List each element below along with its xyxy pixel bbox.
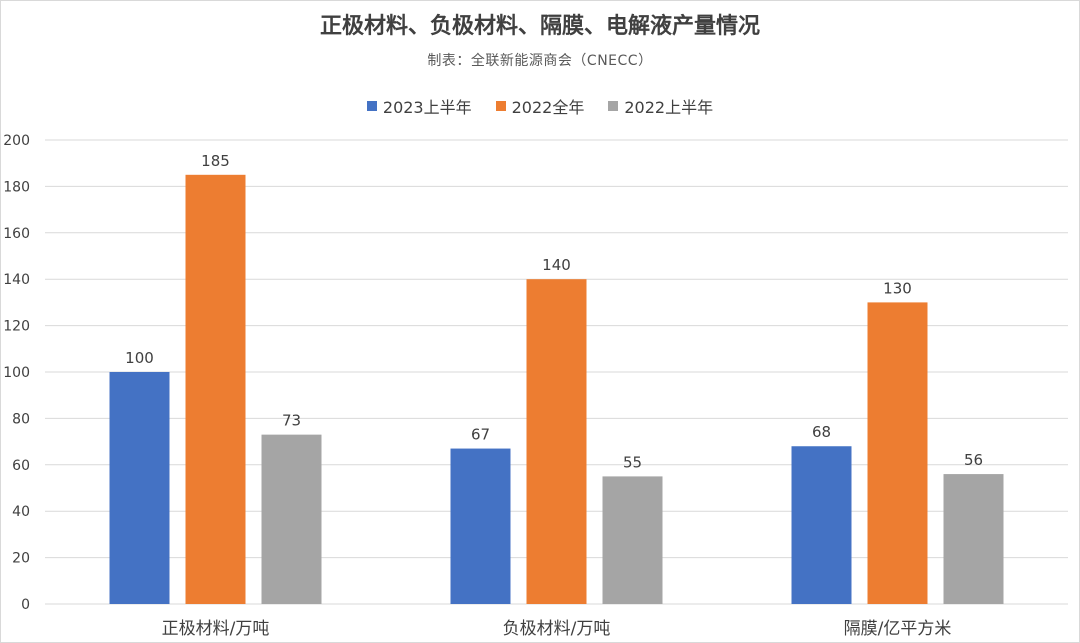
legend-item-2023h1: 2023上半年 [366,94,472,118]
legend-swatch-2023h1 [366,101,377,111]
legend-item-2022h1: 2022上半年 [608,94,713,118]
x-category-label: 正极材料/万吨 [162,619,270,639]
y-tick-label: 200 [3,133,30,149]
x-category-label: 负极材料/万吨 [503,619,611,639]
y-tick-label: 20 [12,551,30,567]
bar [450,448,511,604]
y-tick-label: 160 [3,226,30,242]
y-tick-label: 60 [12,458,30,474]
data-label: 68 [812,423,831,441]
legend-swatch-2022h1 [608,101,619,111]
data-label: 56 [964,451,983,469]
y-tick-label: 180 [3,179,30,195]
chart-title: 正极材料、负极材料、隔膜、电解液产量情况 [319,14,760,39]
bar [791,446,852,604]
data-label: 67 [471,426,490,444]
bar [526,279,587,604]
y-tick-label: 120 [3,319,30,335]
bar [185,174,246,605]
bar [943,474,1004,604]
data-label: 73 [282,412,301,430]
y-tick-label: 100 [3,365,30,381]
y-tick-label: 40 [12,504,30,520]
y-tick-label: 140 [3,272,30,288]
y-tick-label: 80 [12,411,30,427]
bar [867,302,928,604]
legend-label-2022h1: 2022上半年 [624,98,714,117]
bar [109,372,170,604]
x-category-label: 隔膜/亿平方米 [844,619,952,639]
data-label: 100 [125,349,154,367]
y-tick-label: 0 [21,597,30,613]
bar [602,476,663,604]
data-label: 130 [883,279,912,297]
legend-label-2023h1: 2023上半年 [382,98,472,117]
data-label: 140 [542,256,571,274]
legend-item-2022full: 2022全年 [495,94,585,118]
bar [261,434,322,604]
legend-label-2022full: 2022全年 [511,98,585,117]
data-label: 55 [623,453,642,471]
legend-swatch-2022full [495,101,506,111]
data-label: 185 [201,152,230,170]
chart-legend: 2023上半年 2022全年 2022上半年 [0,94,1080,118]
chart-subtitle: 制表：全联新能源商会（CNECC） [427,53,653,69]
